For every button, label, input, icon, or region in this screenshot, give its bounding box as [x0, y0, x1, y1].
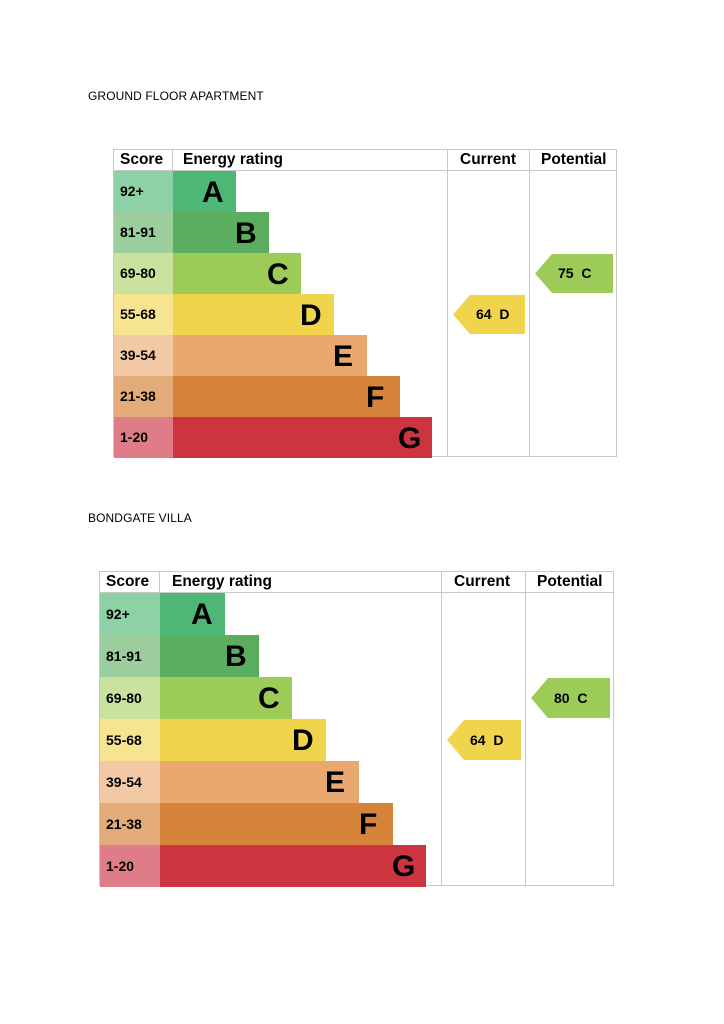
band-bar-c: [173, 253, 301, 294]
section-title-ground-floor: GROUND FLOOR APARTMENT: [88, 89, 264, 103]
band-bar-b: [173, 212, 269, 253]
band-score-g: 1-20: [100, 845, 160, 887]
potential-arrow-shape: [531, 678, 610, 718]
band-letter-e: E: [325, 766, 346, 799]
band-score-g: 1-20: [114, 417, 173, 458]
epc-header-divider: [100, 592, 613, 593]
band-score-d: 55-68: [114, 294, 173, 335]
band-bar-e: [173, 335, 367, 376]
epc-header-potential: Potential: [541, 151, 607, 168]
epc-divider-potential: [525, 572, 526, 885]
epc-header-current: Current: [454, 573, 510, 590]
band-score-a: 92+: [100, 593, 160, 635]
band-letter-a: A: [202, 175, 224, 209]
epc-divider-current: [441, 572, 442, 885]
band-bar-f: [173, 376, 400, 417]
current-rating-label: 64 D: [476, 306, 510, 322]
epc-header-score: Score: [106, 573, 150, 590]
epc-header-energy-rating: Energy rating: [172, 573, 272, 590]
potential-rating-label: 80 C: [554, 690, 588, 706]
current-arrow-shape: [453, 295, 525, 334]
band-letter-a: A: [191, 598, 213, 631]
band-bar-c: [160, 677, 292, 719]
potential-arrow-shape: [535, 254, 613, 293]
band-bar-e: [160, 761, 359, 803]
band-bar-f: [160, 803, 393, 845]
band-letter-c: C: [267, 257, 289, 291]
band-letter-f: F: [366, 380, 385, 414]
band-bar-d: [173, 294, 334, 335]
band-letter-b: B: [225, 640, 247, 673]
epc-chart-bondgate-villa: Score Energy rating Current Potential 92+ A 81…: [99, 571, 614, 887]
band-score-e: 39-54: [114, 335, 173, 376]
epc-header-divider: [114, 170, 616, 171]
band-bar-g: [173, 417, 432, 458]
epc-divider-current: [447, 150, 448, 456]
current-arrow-shape: [447, 720, 521, 760]
epc-divider-potential: [529, 150, 530, 456]
band-letter-d: D: [300, 298, 322, 332]
band-score-d: 55-68: [100, 719, 160, 761]
band-bar-g: [160, 845, 426, 887]
band-score-b: 81-91: [114, 212, 173, 253]
section-title-bondgate-villa: BONDGATE VILLA: [88, 511, 192, 525]
band-letter-d: D: [292, 724, 314, 757]
band-letter-g: G: [398, 421, 422, 455]
band-bar-d: [160, 719, 326, 761]
band-letter-e: E: [333, 339, 354, 373]
current-rating-arrow: 64 D: [453, 295, 525, 334]
current-rating-arrow: 64 D: [447, 720, 521, 760]
band-score-f: 21-38: [114, 376, 173, 417]
epc-header-energy-rating: Energy rating: [183, 151, 283, 168]
band-letter-f: F: [359, 808, 378, 841]
epc-chart-ground-floor: Score Energy rating Current Potential 92+ A 81…: [113, 149, 617, 458]
potential-rating-arrow: 75 C: [535, 254, 613, 293]
epc-header-potential: Potential: [537, 573, 603, 590]
current-rating-label: 64 D: [470, 732, 504, 748]
band-score-b: 81-91: [100, 635, 160, 677]
band-score-a: 92+: [114, 171, 173, 212]
potential-rating-label: 75 C: [558, 265, 592, 281]
band-letter-c: C: [258, 682, 280, 715]
band-letter-g: G: [392, 850, 416, 883]
epc-divider-score: [172, 150, 173, 171]
band-score-f: 21-38: [100, 803, 160, 845]
epc-header-score: Score: [120, 151, 164, 168]
band-bar-b: [160, 635, 259, 677]
band-score-e: 39-54: [100, 761, 160, 803]
band-letter-b: B: [235, 216, 257, 250]
band-score-c: 69-80: [100, 677, 160, 719]
band-score-c: 69-80: [114, 253, 173, 294]
band-bar-a: [173, 171, 236, 212]
epc-header-current: Current: [460, 151, 516, 168]
band-bar-a: [160, 593, 225, 635]
epc-divider-score: [159, 572, 160, 593]
potential-rating-arrow: 80 C: [531, 678, 610, 718]
